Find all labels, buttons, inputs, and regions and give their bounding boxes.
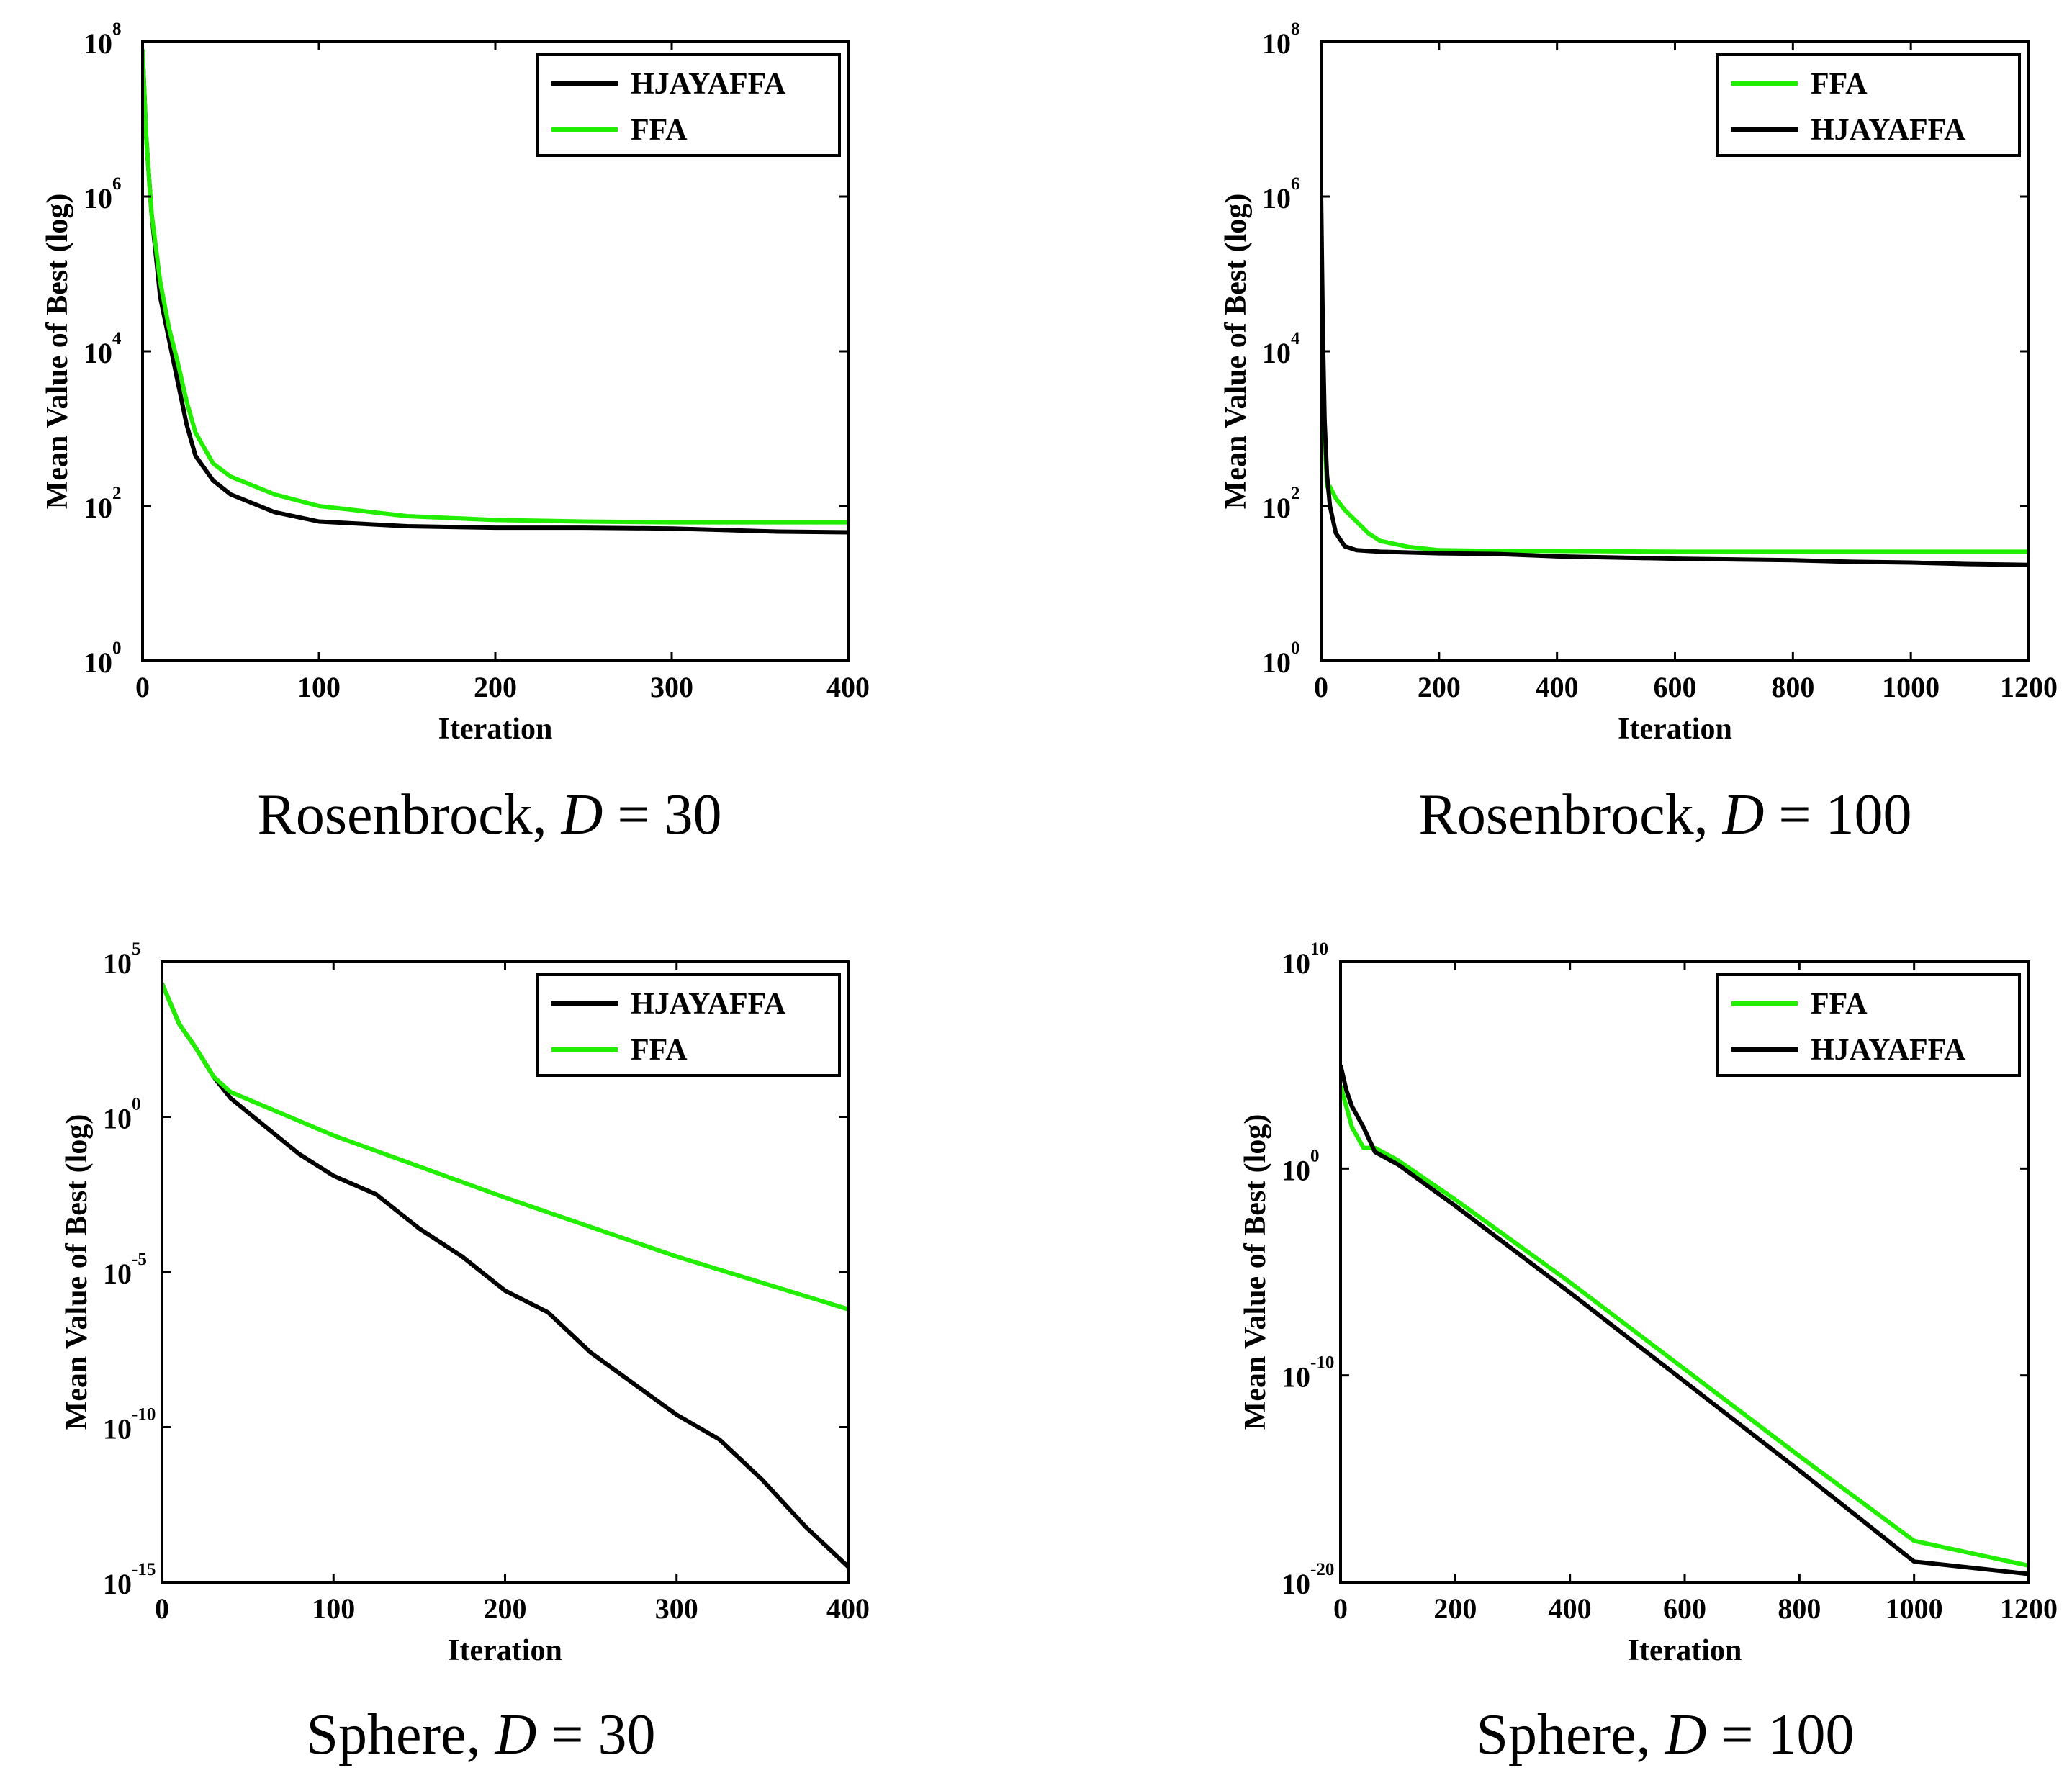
- series-line-hjayaffa: [1341, 1065, 2029, 1576]
- x-tick-label: 1200: [2000, 1592, 2058, 1625]
- chart-4: 0 200 400 600 800 1000 1200 10-20 10-10 100 1010 It…: [1239, 939, 2058, 1767]
- x-tick-label: 400: [826, 1592, 870, 1625]
- chart-caption: Sphere, D = 100: [1476, 1703, 1854, 1767]
- chart-1: 0 100 200 300 400 100 102 104 106 108 Iteration Mea…: [41, 19, 870, 847]
- legend-label-ffa: FFA: [631, 1034, 688, 1067]
- x-axis-label: Iteration: [448, 1634, 562, 1667]
- y-tick-label: 10-20: [1282, 1560, 1334, 1600]
- x-axis-label: Iteration: [1628, 1634, 1742, 1667]
- legend: HJAYAFFA FFA: [536, 973, 841, 1077]
- legend-label-hjayaffa: HJAYAFFA: [631, 988, 786, 1021]
- x-tick-label: 800: [1771, 671, 1814, 703]
- y-tick-label: 102: [84, 484, 122, 524]
- legend-label-ffa: FFA: [1811, 988, 1868, 1021]
- x-tick-label: 200: [484, 1592, 527, 1625]
- y-tick-label: 108: [84, 19, 122, 60]
- legend-box: [536, 973, 841, 1077]
- x-tick-label: 600: [1654, 671, 1697, 703]
- legend: FFA HJAYAFFA: [1716, 53, 2021, 157]
- x-tick-label: 0: [1314, 671, 1328, 703]
- x-tick-label: 1200: [2000, 671, 2058, 703]
- x-tick-label: 800: [1778, 1592, 1821, 1625]
- y-tick-label: 10-10: [1282, 1353, 1334, 1394]
- series-line-hjayaffa: [1321, 196, 2029, 567]
- y-tick-label: 100: [84, 639, 122, 679]
- x-tick-label: 100: [297, 671, 341, 703]
- x-tick-label: 200: [1418, 671, 1461, 703]
- legend-box: [1716, 53, 2021, 157]
- x-tick-label: 400: [826, 671, 870, 703]
- chart-3: 0 100 200 300 400 10-15 10-10 10-5 100 105 Iterati…: [60, 939, 870, 1767]
- x-tick-label: 0: [135, 671, 150, 703]
- x-tick-label: 300: [650, 671, 693, 703]
- chart-2: 0 200 400 600 800 1000 1200 100 102 104 106 108 Iter…: [1220, 19, 2058, 847]
- chart-caption: Rosenbrock, D = 100: [1418, 783, 1911, 847]
- legend-label-ffa: FFA: [1811, 68, 1868, 101]
- y-axis-label: Mean Value of Best (log): [1220, 194, 1253, 510]
- y-axis-label: Mean Value of Best (log): [1239, 1114, 1272, 1430]
- legend-label-ffa: FFA: [631, 114, 688, 147]
- x-tick-label: 200: [1433, 1592, 1477, 1625]
- x-tick-label: 100: [312, 1592, 355, 1625]
- x-tick-label: 400: [1536, 671, 1579, 703]
- legend-label-hjayaffa: HJAYAFFA: [1811, 1034, 1966, 1067]
- y-axis-label: Mean Value of Best (log): [41, 194, 74, 510]
- x-tick-label: 1000: [1882, 671, 1940, 703]
- chart-caption: Rosenbrock, D = 30: [257, 783, 721, 847]
- series-line-ffa: [1321, 289, 2029, 554]
- y-tick-label: 108: [1262, 19, 1300, 60]
- y-tick-label: 100: [1262, 639, 1300, 679]
- series-line-ffa: [162, 983, 848, 1312]
- y-tick-label: 100: [1282, 1146, 1320, 1186]
- legend-label-hjayaffa: HJAYAFFA: [1811, 114, 1966, 147]
- x-tick-label: 200: [474, 671, 517, 703]
- y-tick-label: 106: [1262, 174, 1300, 215]
- x-tick-label: 1000: [1886, 1592, 1943, 1625]
- y-tick-label: 10-5: [103, 1250, 147, 1290]
- y-tick-label: 1010: [1282, 939, 1328, 980]
- y-tick-label: 104: [84, 329, 122, 369]
- chart-caption: Sphere, D = 30: [306, 1703, 655, 1767]
- x-tick-label: 600: [1663, 1592, 1706, 1625]
- legend: FFA HJAYAFFA: [1716, 973, 2021, 1077]
- legend-box: [1716, 973, 2021, 1077]
- y-tick-label: 100: [103, 1095, 141, 1135]
- y-tick-label: 106: [84, 174, 122, 215]
- y-axis-label: Mean Value of Best (log): [60, 1114, 94, 1430]
- x-tick-label: 400: [1549, 1592, 1592, 1625]
- y-tick-label: 10-10: [103, 1405, 156, 1445]
- legend-box: [536, 53, 841, 157]
- x-axis-label: Iteration: [1618, 713, 1732, 746]
- series-line-ffa: [1341, 1085, 2029, 1568]
- legend-label-hjayaffa: HJAYAFFA: [631, 68, 786, 101]
- y-tick-label: 105: [103, 939, 141, 980]
- series-line-ffa: [143, 49, 848, 525]
- x-axis-label: Iteration: [438, 713, 553, 746]
- y-tick-label: 10-15: [103, 1560, 156, 1600]
- x-tick-label: 0: [155, 1592, 169, 1625]
- x-tick-label: 300: [655, 1592, 698, 1625]
- legend: HJAYAFFA FFA: [536, 53, 841, 157]
- y-tick-label: 104: [1262, 329, 1300, 369]
- x-tick-label: 0: [1333, 1592, 1348, 1625]
- y-tick-label: 102: [1262, 484, 1300, 524]
